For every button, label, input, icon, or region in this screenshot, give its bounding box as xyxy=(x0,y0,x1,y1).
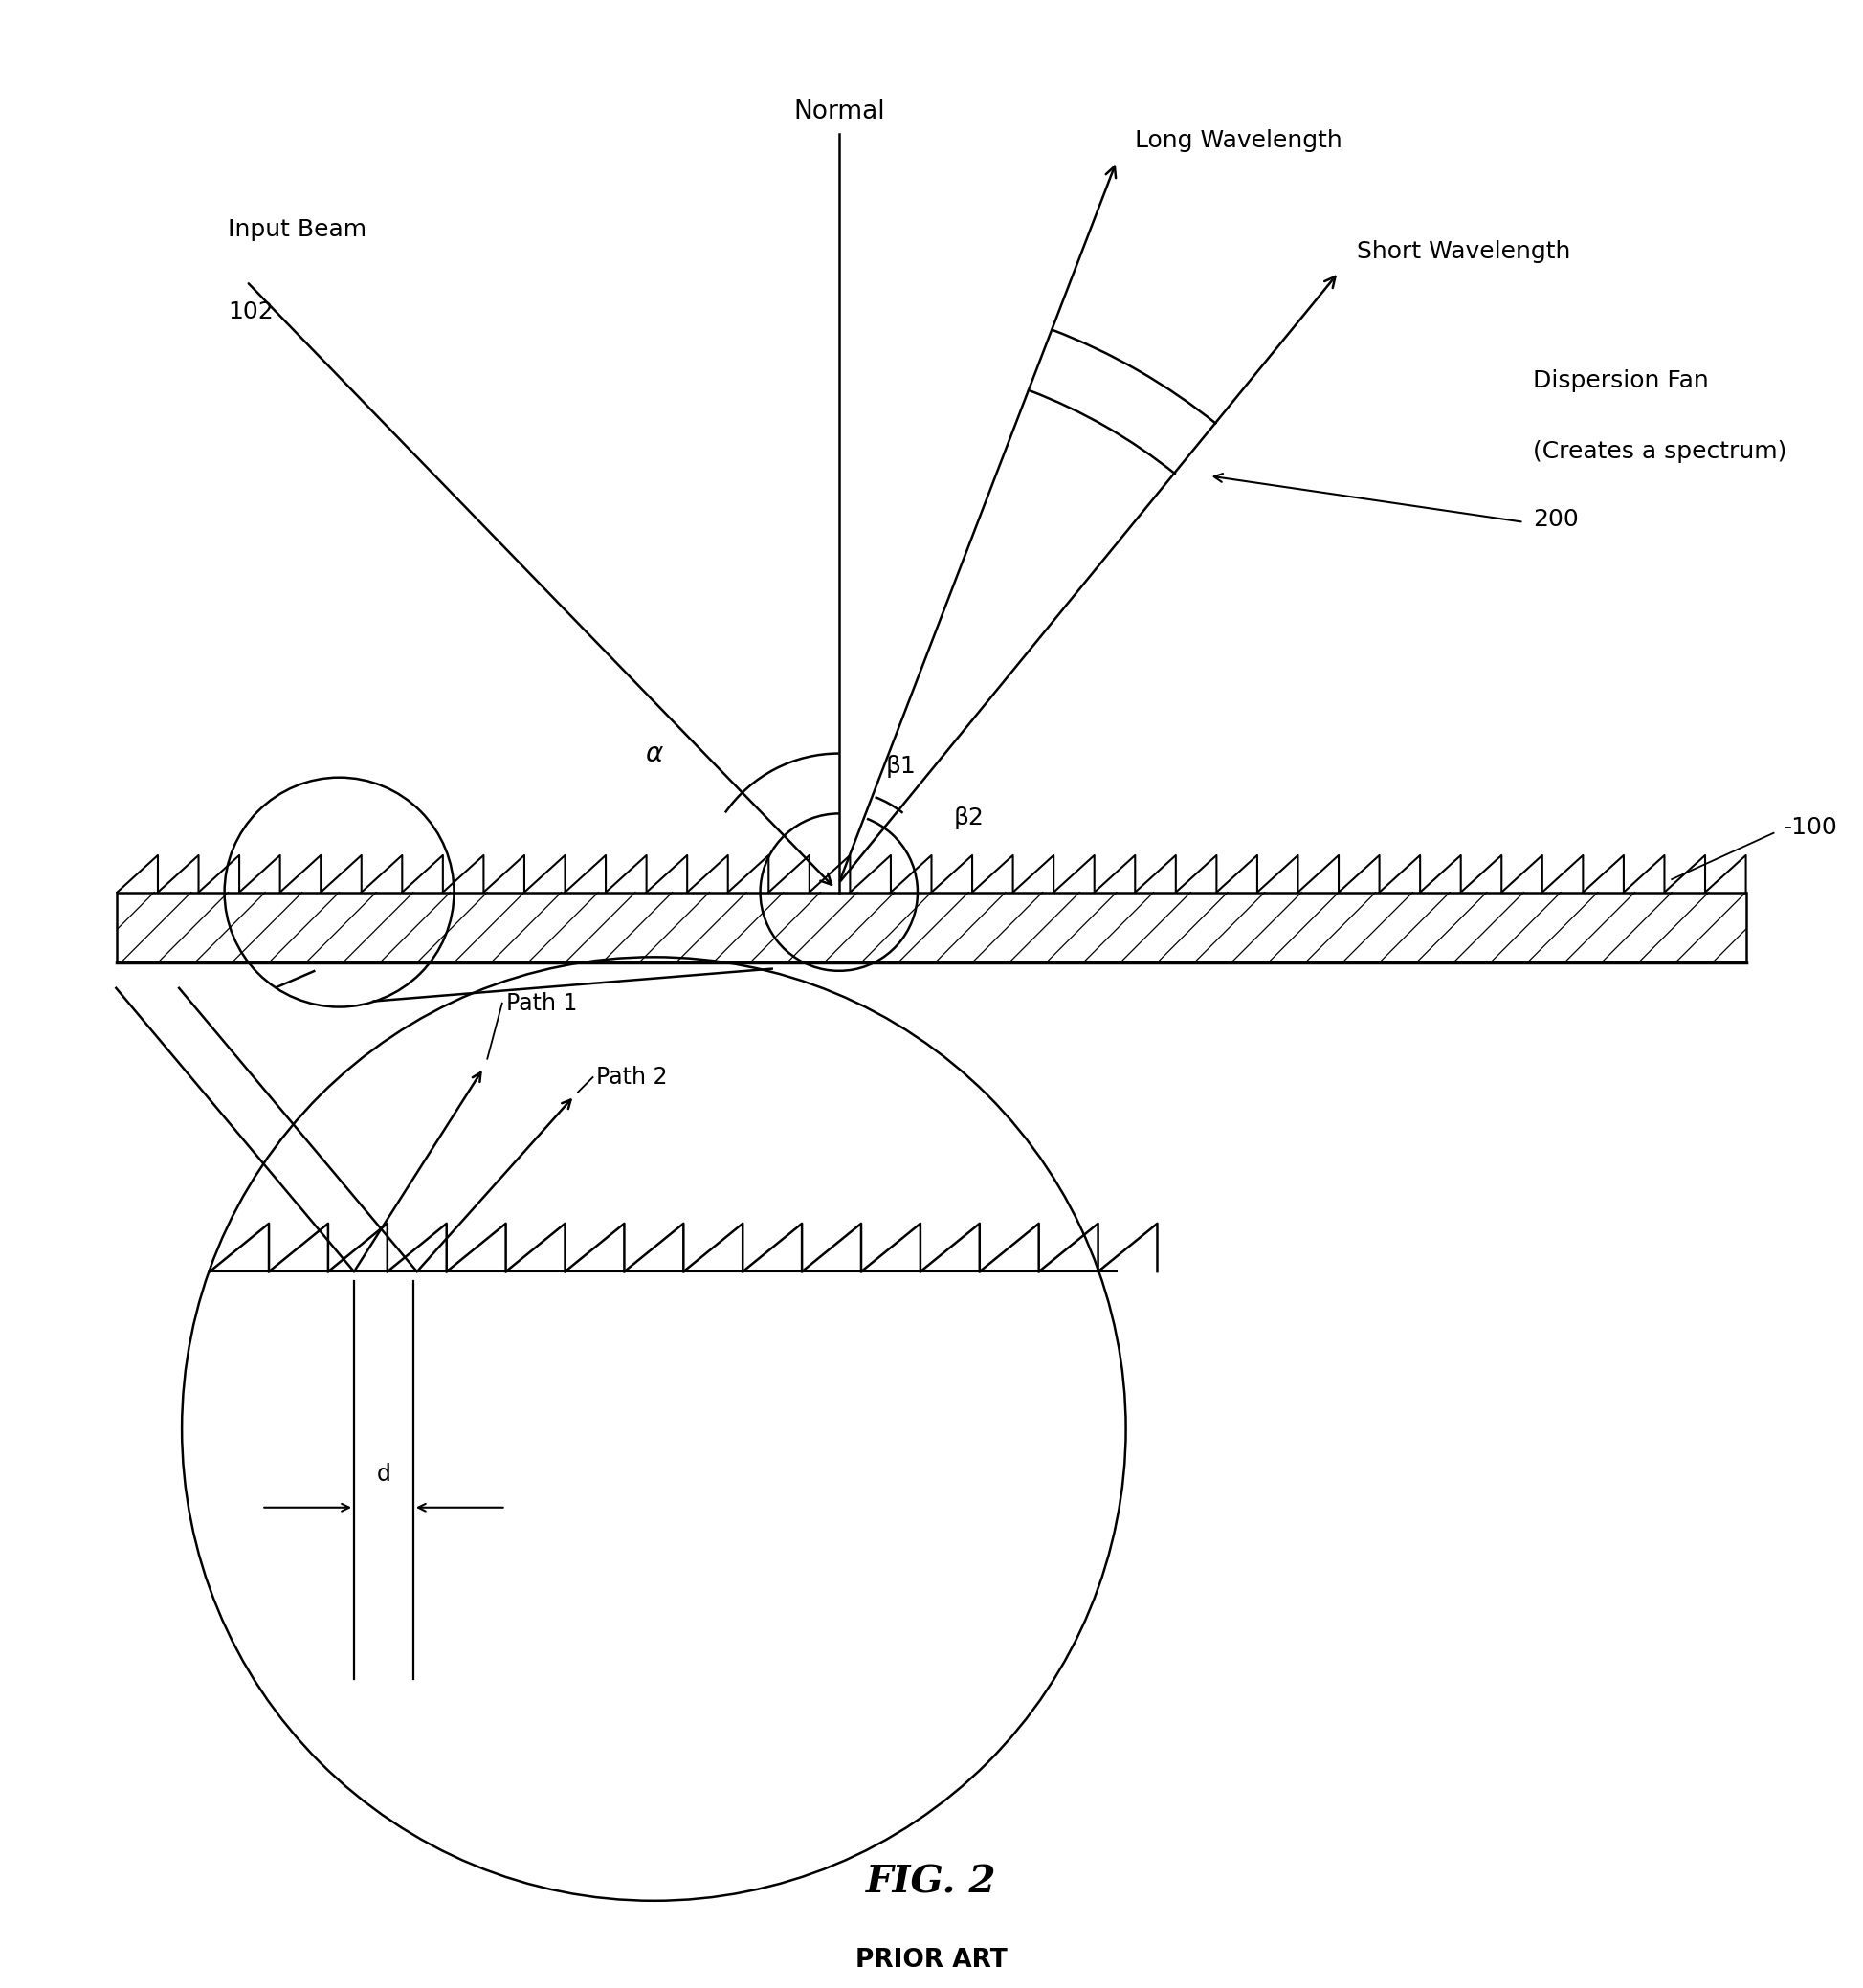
Text: α: α xyxy=(645,740,663,767)
Text: -100: -100 xyxy=(1783,815,1837,839)
Text: FIG. 2: FIG. 2 xyxy=(866,1865,997,1901)
Text: Normal: Normal xyxy=(794,99,885,125)
Bar xyxy=(117,893,1746,962)
Text: d: d xyxy=(376,1463,391,1485)
Text: Input Beam: Input Beam xyxy=(227,219,367,241)
Text: Path 2: Path 2 xyxy=(596,1066,667,1089)
Text: (Creates a spectrum): (Creates a spectrum) xyxy=(1533,439,1787,463)
Text: Path 1: Path 1 xyxy=(507,992,578,1014)
Text: Dispersion Fan: Dispersion Fan xyxy=(1533,370,1708,392)
Text: 200: 200 xyxy=(1533,509,1578,531)
Text: β2: β2 xyxy=(954,807,984,829)
Text: Short Wavelength: Short Wavelength xyxy=(1356,241,1571,262)
Text: Long Wavelength: Long Wavelength xyxy=(1135,129,1343,151)
Text: β1: β1 xyxy=(885,755,915,777)
Text: PRIOR ART: PRIOR ART xyxy=(855,1948,1008,1972)
Text: 102: 102 xyxy=(227,300,274,322)
